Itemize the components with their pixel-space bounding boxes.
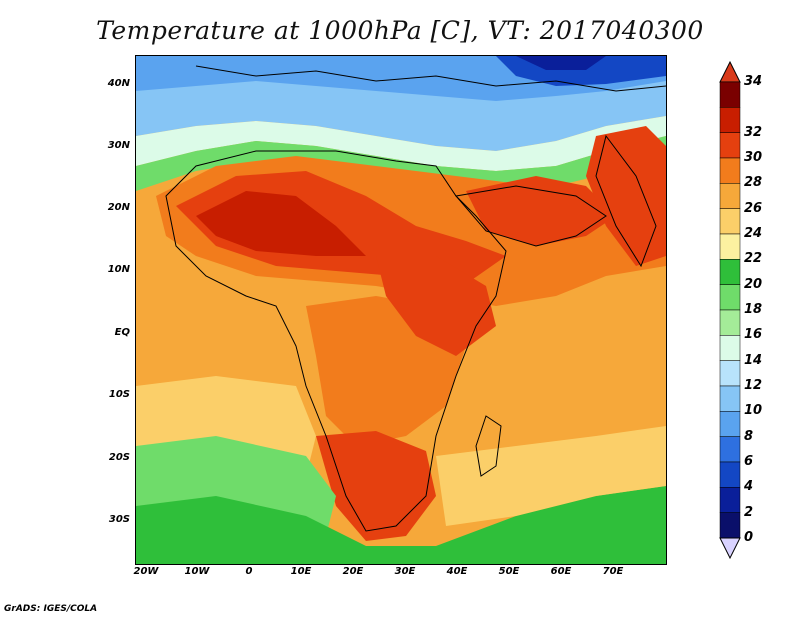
colorbar-swatch: [719, 436, 741, 463]
mild-band: [136, 116, 666, 171]
colorbar-label: 28: [744, 175, 763, 191]
colorbar-swatch: [719, 107, 741, 133]
india-hot: [586, 126, 666, 266]
coldest-core: [516, 56, 606, 70]
chart-title: Temperature at 1000hPa [C], VT: 20170403…: [96, 16, 704, 45]
southern-ocean-cool: [136, 486, 666, 564]
west-africa-hot: [196, 191, 366, 256]
colorbar-label: 20: [744, 276, 763, 292]
lat-label-40n: 40N: [107, 78, 130, 89]
lon-label-50e: 50E: [498, 566, 520, 577]
arabia-hot: [466, 176, 616, 246]
colorbar-label: 22: [744, 251, 763, 267]
colorbar-swatch: [719, 132, 741, 159]
colorbar-swatch: [719, 487, 741, 513]
south-indian-mild: [436, 426, 666, 526]
colorbar-label: 24: [744, 226, 763, 241]
colorbar-swatch: [719, 284, 741, 311]
colorbar-label: 2: [744, 504, 754, 520]
lat-label-30s: 30S: [108, 514, 130, 525]
colorbar-swatch: [719, 385, 741, 412]
lat-label-10n: 10N: [107, 264, 130, 275]
lat-label-20s: 20S: [108, 452, 130, 463]
lon-label-60e: 60E: [550, 566, 572, 577]
colorbar-label: 14: [744, 352, 763, 368]
colorbar-label: 16: [744, 327, 763, 343]
lon-label-10e: 10E: [290, 566, 312, 577]
arabia-coastline: [455, 185, 607, 247]
temperature-map: [135, 55, 667, 565]
colorbar-swatch: [719, 512, 741, 539]
colorbar-swatch: [719, 360, 741, 387]
colorbar-label: 6: [744, 454, 754, 469]
colorbar-swatch: [719, 259, 741, 285]
colorbar-label: 30: [744, 150, 763, 165]
lon-label-10w: 10W: [184, 566, 210, 577]
africa-coastline: [165, 150, 507, 532]
colorbar-swatch: [719, 461, 741, 488]
east-africa-hot: [376, 256, 496, 356]
colorbar-swatch: [719, 233, 741, 260]
credit-text: GrADS: IGES/COLA: [4, 604, 98, 614]
south-africa-hot: [316, 431, 436, 541]
madagascar-coastline: [475, 415, 502, 477]
lat-label-10s: 10S: [108, 389, 130, 400]
colorbar-swatch: [719, 157, 741, 184]
colorbar-label: 18: [744, 302, 763, 317]
colorbar-under-triangle: [719, 537, 741, 560]
colorbar: [719, 60, 741, 560]
colorbar-over-triangle: [719, 60, 741, 83]
colorbar-swatch: [719, 309, 741, 336]
colorbar-swatch: [719, 208, 741, 235]
colorbar-label: 4: [744, 479, 754, 495]
colorbar-label: 12: [744, 378, 763, 393]
colorbar-label: 10: [744, 403, 763, 419]
colorbar-swatch: [719, 81, 741, 108]
lon-label-70e: 70E: [602, 566, 624, 577]
lon-label-20w: 20W: [133, 566, 159, 577]
temperature-field: [136, 56, 666, 564]
lon-label-20e: 20E: [342, 566, 364, 577]
colorbar-swatch: [719, 183, 741, 209]
lon-label-0: 0: [245, 566, 253, 577]
lat-label-20n: 20N: [107, 202, 130, 213]
colorbar-swatch: [719, 335, 741, 361]
europe-coastline: [195, 65, 666, 92]
colorbar-label: 8: [744, 428, 754, 444]
colorbar-label: 34: [744, 74, 763, 89]
lon-label-30e: 30E: [394, 566, 416, 577]
colorbar-label: 32: [744, 124, 763, 140]
india-coastline: [595, 134, 657, 268]
colorbar-swatch: [719, 411, 741, 437]
colorbar-label: 0: [744, 530, 754, 545]
lat-label-30n: 30N: [107, 140, 130, 151]
lon-label-40e: 40E: [446, 566, 468, 577]
colorbar-label: 26: [744, 200, 763, 216]
lat-label-eq: EQ: [114, 327, 130, 338]
